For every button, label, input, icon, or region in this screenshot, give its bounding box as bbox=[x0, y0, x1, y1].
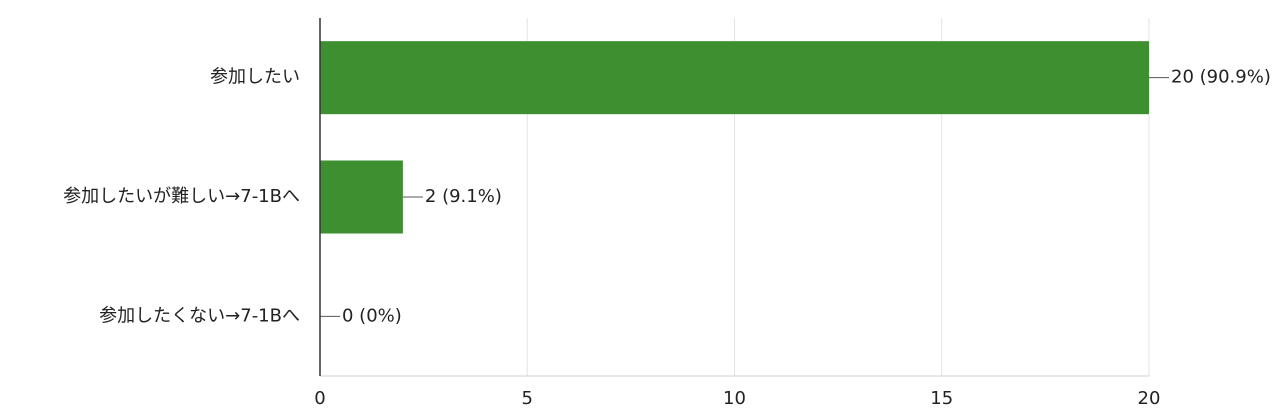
y-tick-label: 参加したくない→7-1Bへ bbox=[99, 305, 300, 326]
value-label: 2 (9.1%) bbox=[425, 186, 502, 207]
y-tick-label: 参加したい bbox=[210, 67, 300, 88]
value-label: 0 (0%) bbox=[342, 305, 402, 326]
x-tick-label: 0 bbox=[314, 388, 325, 409]
x-tick-label: 20 bbox=[1138, 388, 1161, 409]
bar bbox=[320, 41, 1149, 115]
bar bbox=[320, 160, 403, 234]
x-tick-label: 10 bbox=[723, 388, 746, 409]
y-tick-label: 参加したいが難しい→7-1Bへ bbox=[63, 186, 300, 207]
x-tick-label: 15 bbox=[930, 388, 953, 409]
x-tick-label: 5 bbox=[522, 388, 533, 409]
value-label: 20 (90.9%) bbox=[1171, 67, 1271, 88]
